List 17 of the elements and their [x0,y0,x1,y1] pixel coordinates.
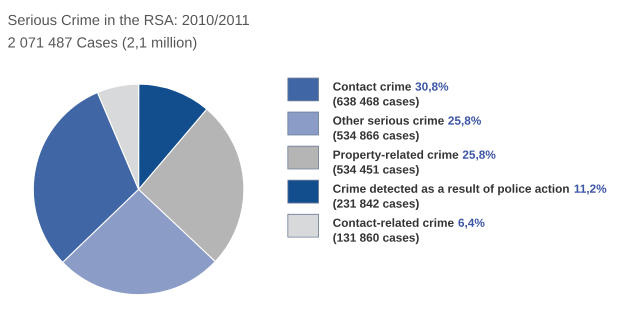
data-label: 25,8% [462,150,496,161]
text: (534 866 cases) [333,130,419,142]
data-label: 6,4% [458,218,485,229]
data-label: 30,8% [415,82,448,92]
text: (534 451 cases) [333,165,419,176]
legend-label: Property-related crime [333,150,458,162]
chart-subtitle: 2 071 487 Cases (2,1 million) [8,36,196,51]
legend-label: Contact crime [333,82,412,91]
legend-label: Other serious crime [333,116,444,125]
data-label: 25,8% [448,116,482,126]
text: (131 860 cases) [333,233,419,244]
text: (638 468 cases) [333,96,419,108]
data-label: 11,2% [574,184,606,195]
legend-label: Contact-related crime [333,218,454,227]
legend-label: Crime detected as a result of police action [333,184,569,196]
text: (231 842 cases) [333,199,419,210]
chart-title: Serious Crime in the RSA: 2010/2011 [8,14,249,26]
